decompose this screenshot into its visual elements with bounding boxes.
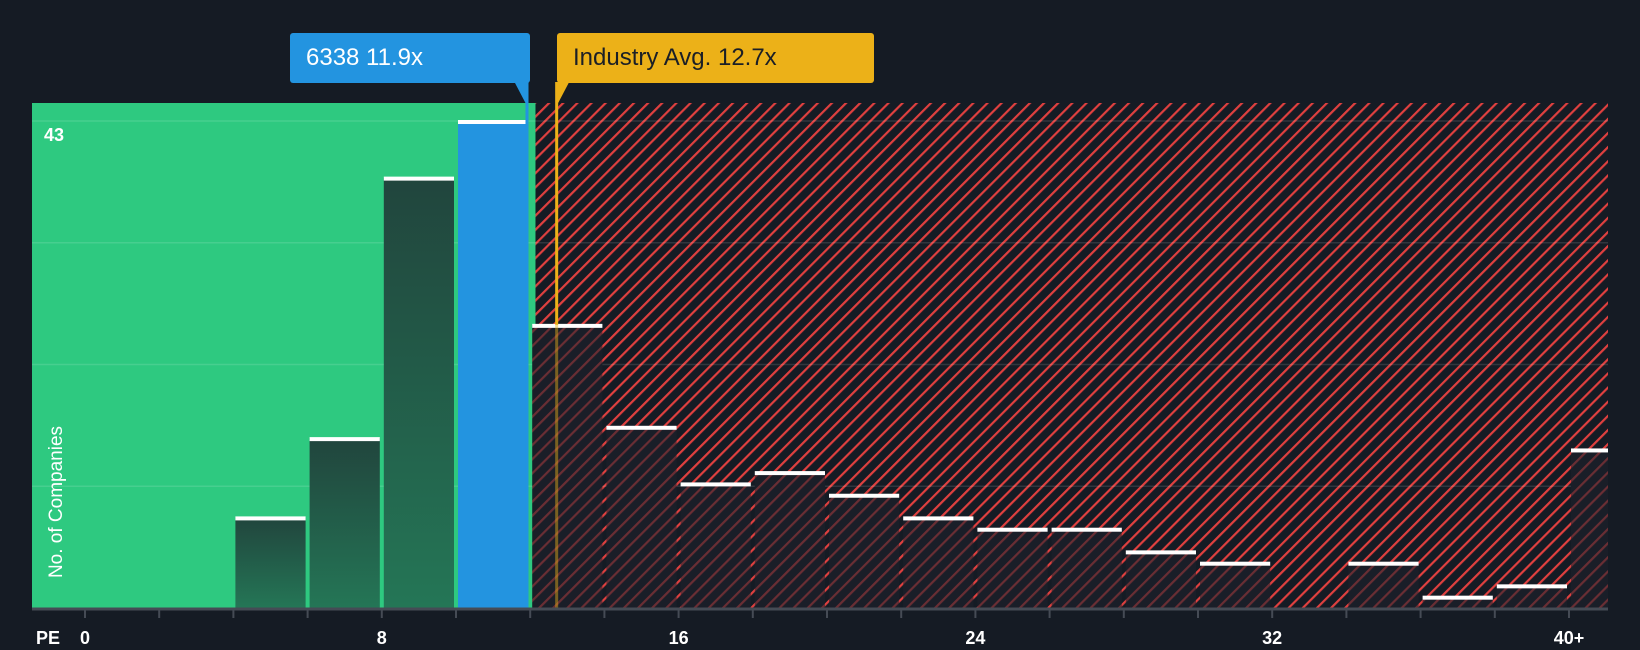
bar-cap — [977, 527, 1048, 532]
histogram-bar — [829, 494, 900, 608]
histogram-bar — [383, 177, 454, 608]
bar-cap — [309, 437, 380, 442]
pe-markers — [514, 82, 570, 608]
bar-cap — [903, 516, 974, 521]
bar-cap — [1571, 448, 1608, 453]
histogram-bar — [680, 483, 751, 608]
x-tick-label: 0 — [79, 628, 91, 648]
bar-cap — [235, 516, 306, 521]
bar-cap — [1496, 584, 1567, 589]
industry-avg-label: Industry Avg. 12.7x — [573, 44, 777, 71]
histogram-bar — [977, 528, 1048, 608]
histogram-bar — [1200, 562, 1271, 608]
company-bar — [458, 121, 529, 608]
bar-cap — [606, 425, 677, 430]
histogram-bar — [606, 426, 677, 608]
bar-cap — [532, 323, 603, 328]
histogram-bar — [1571, 449, 1608, 608]
histogram-bar — [532, 324, 603, 608]
bar-cap — [680, 482, 751, 487]
bar-cap — [1422, 595, 1493, 600]
bar-cap — [1200, 561, 1271, 566]
histogram-bar — [235, 517, 306, 608]
x-tick-label: 16 — [668, 628, 689, 648]
y-axis-title: No. of Companies — [46, 425, 67, 579]
x-axis — [32, 607, 1608, 618]
bar-cap — [383, 176, 454, 181]
x-tick-label: 40+ — [1553, 628, 1585, 648]
histogram-bar — [1051, 528, 1122, 608]
company-callout-pointer — [514, 82, 529, 103]
bar-cap — [458, 120, 529, 124]
histogram-bar — [1496, 585, 1567, 608]
company-pe-line — [525, 103, 529, 608]
bar-cap — [829, 493, 900, 498]
industry-avg-line — [555, 103, 559, 325]
histogram-bar — [1125, 551, 1196, 608]
histogram-bars — [235, 120, 1608, 608]
company-pe-callout: 6338 11.9x — [290, 33, 530, 83]
bar-cap — [1051, 527, 1122, 532]
industry-avg-callout: Industry Avg. 12.7x — [557, 33, 874, 83]
x-axis-title: PE — [36, 628, 61, 648]
x-tick-label: 32 — [1262, 628, 1283, 648]
bar-cap — [754, 471, 825, 476]
x-tick-label: 24 — [965, 628, 986, 648]
histogram-bar — [309, 438, 380, 608]
industry-callout-pointer — [555, 82, 570, 103]
histogram-bar — [754, 472, 825, 608]
histogram-bar — [903, 517, 974, 608]
histogram-bar — [1348, 562, 1419, 608]
histogram-bar — [1422, 596, 1493, 608]
bar-cap — [1125, 550, 1196, 555]
bar-cap — [1348, 561, 1419, 566]
industry-avg-line-behind-bar — [555, 324, 559, 608]
company-pe-label: 6338 11.9x — [306, 44, 423, 71]
x-tick-label: 8 — [376, 628, 387, 648]
y-max-label: 43 — [44, 125, 65, 145]
